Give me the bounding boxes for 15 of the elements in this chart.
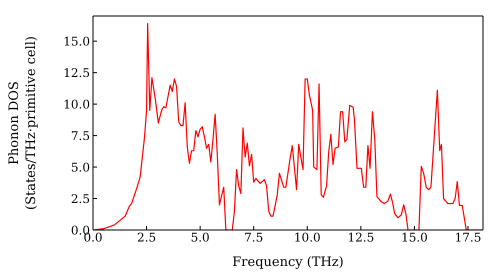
x-tick-label: 5.0: [190, 230, 210, 245]
x-tick-label: 17.5: [454, 230, 482, 245]
y-tick-label: 7.5: [70, 128, 90, 143]
x-tick-label: 10.0: [294, 230, 321, 245]
y-tick-label: 12.5: [63, 66, 90, 80]
y-tick-label: 5.0: [70, 160, 90, 174]
y-tick-label: 2.5: [70, 192, 90, 206]
y-axis-title: Phonon DOS (States/THz·primitive cell): [7, 36, 39, 210]
x-tick-label: 2.5: [137, 230, 156, 245]
y-tick-label: 10.0: [63, 97, 90, 112]
x-axis-title: Frequency (THz): [232, 255, 344, 270]
y-tick-label: 15.0: [63, 34, 90, 48]
x-tick-label: 7.5: [244, 230, 264, 245]
x-tick-label: 15.0: [401, 230, 428, 245]
x-tick-label: 12.5: [348, 230, 374, 245]
